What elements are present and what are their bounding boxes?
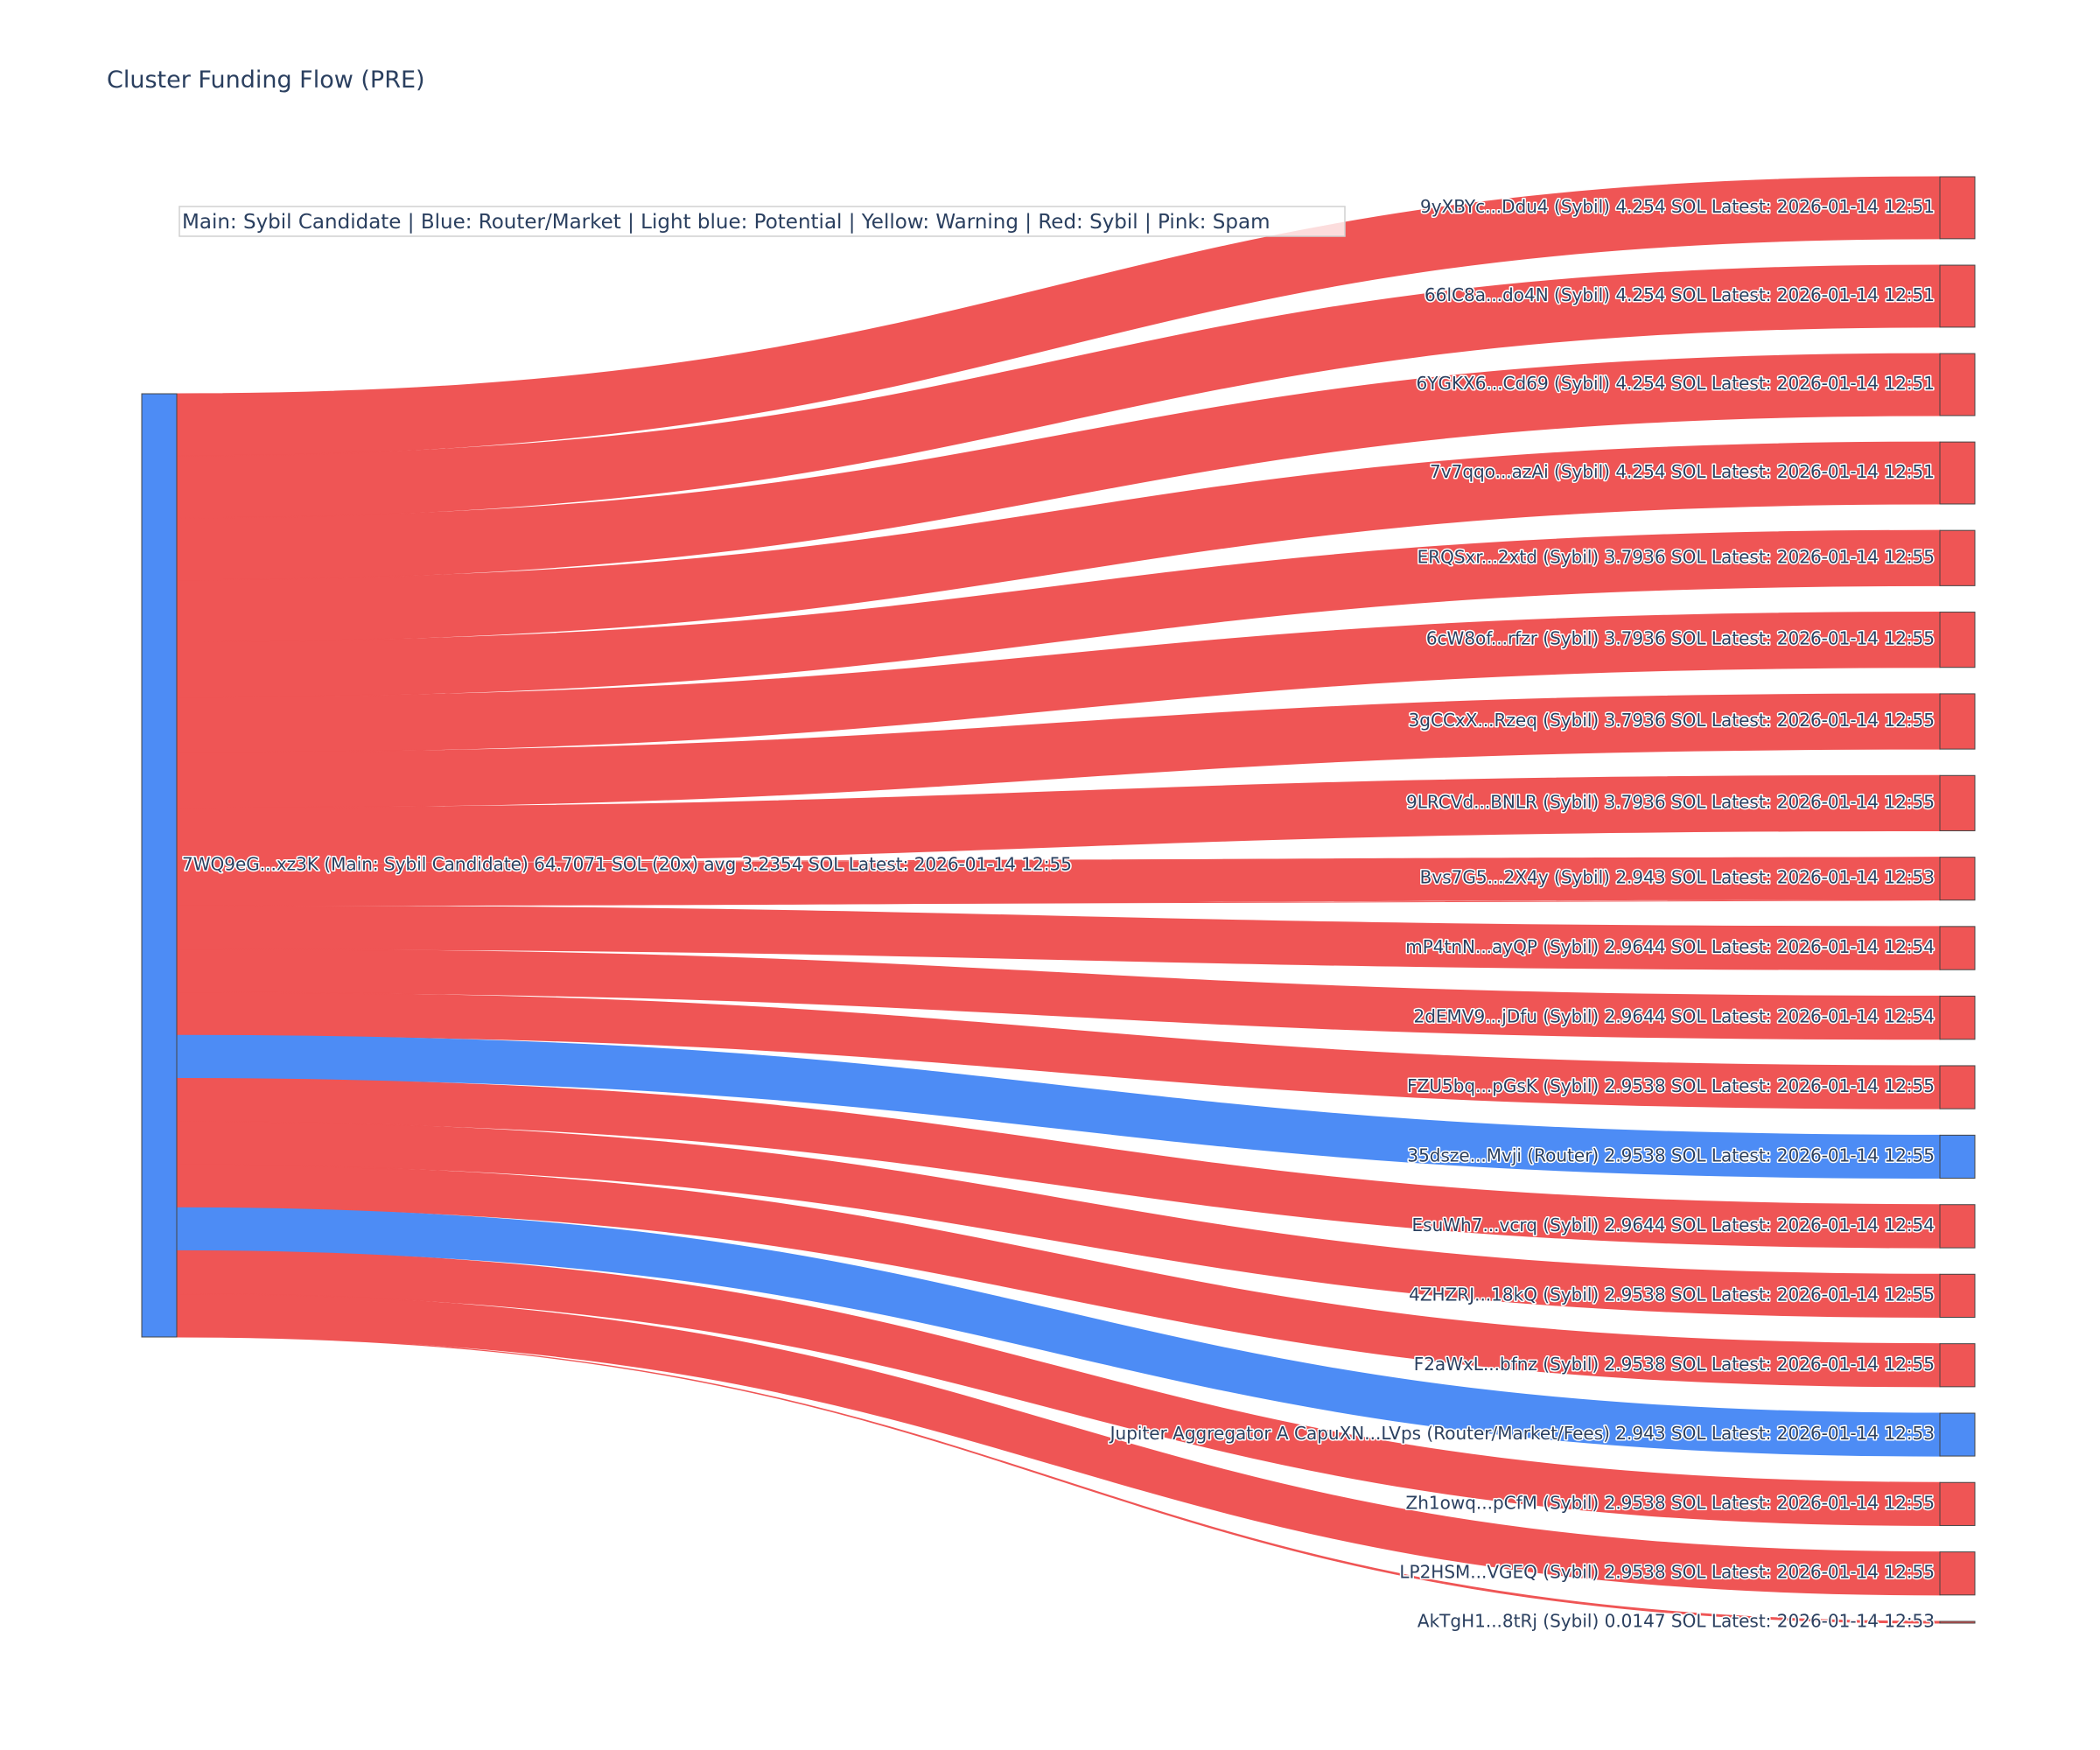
target-node-label: 7v7qqo...azAi (Sybil) 4.254 SOL Latest: …: [1430, 461, 1935, 482]
target-node[interactable]: [1939, 1620, 1976, 1624]
target-node-label: 9LRCVd...BNLR (Sybil) 3.7936 SOL Latest:…: [1406, 791, 1935, 812]
target-node-label: 3gCCxX...Rzeq (Sybil) 3.7936 SOL Latest:…: [1409, 710, 1935, 731]
target-node[interactable]: [1939, 995, 1976, 1040]
target-node[interactable]: [1939, 1551, 1976, 1596]
target-node-label: 6cW8of...rfzr (Sybil) 3.7936 SOL Latest:…: [1426, 628, 1935, 649]
target-node-label: 9yXBYc...Ddu4 (Sybil) 4.254 SOL Latest: …: [1420, 196, 1935, 217]
legend-box: Main: Sybil Candidate | Blue: Router/Mar…: [178, 206, 1346, 237]
target-node-label: 6YGKX6...Cd69 (Sybil) 4.254 SOL Latest: …: [1417, 373, 1936, 394]
target-node-label: Jupiter Aggregator A CapuXN...LVps (Rout…: [1109, 1423, 1935, 1444]
target-node-label: 4ZHZRJ...18kQ (Sybil) 2.9538 SOL Latest:…: [1409, 1284, 1935, 1305]
target-node[interactable]: [1939, 1134, 1976, 1180]
target-node-label: mP4tnN...ayQP (Sybil) 2.9644 SOL Latest:…: [1405, 936, 1935, 957]
target-node-label: LP2HSM...VGEQ (Sybil) 2.9538 SOL Latest:…: [1399, 1562, 1935, 1583]
flow-nodes: [141, 176, 1976, 1624]
target-node-label: AkTgH1...8tRj (Sybil) 0.0147 SOL Latest:…: [1418, 1611, 1935, 1632]
target-node[interactable]: [1939, 353, 1976, 416]
target-node[interactable]: [1939, 612, 1976, 668]
target-node[interactable]: [1939, 774, 1976, 831]
target-node[interactable]: [1939, 926, 1976, 970]
source-node[interactable]: [141, 393, 178, 1338]
target-node[interactable]: [1939, 176, 1976, 240]
target-node-label: FZU5bq...pGsK (Sybil) 2.9538 SOL Latest:…: [1407, 1075, 1935, 1096]
target-node-label: 35dsze...Mvji (Router) 2.9538 SOL Latest…: [1407, 1144, 1935, 1166]
flow-links: [176, 176, 1941, 1624]
target-node[interactable]: [1939, 529, 1976, 586]
target-node-label: EsuWh7...vcrq (Sybil) 2.9644 SOL Latest:…: [1412, 1214, 1935, 1236]
target-node-label: Zh1owq...pCfM (Sybil) 2.9538 SOL Latest:…: [1406, 1492, 1935, 1513]
target-node[interactable]: [1939, 1481, 1976, 1526]
target-node[interactable]: [1939, 1412, 1976, 1457]
target-node[interactable]: [1939, 441, 1976, 505]
source-node-label: 7WQ9eG...xz3K (Main: Sybil Candidate) 64…: [182, 854, 1072, 875]
node-labels: 7WQ9eG...xz3K (Main: Sybil Candidate) 64…: [181, 194, 1936, 1633]
target-node[interactable]: [1939, 1204, 1976, 1249]
target-node[interactable]: [1939, 857, 1976, 901]
target-node-label: Bvs7G5...2X4y (Sybil) 2.943 SOL Latest: …: [1420, 867, 1935, 888]
target-node[interactable]: [1939, 693, 1976, 750]
target-node[interactable]: [1939, 1273, 1976, 1318]
target-node[interactable]: [1939, 1343, 1976, 1388]
target-node-label: ERQSxr...2xtd (Sybil) 3.7936 SOL Latest:…: [1418, 546, 1935, 567]
target-node-label: 66lC8a...do4N (Sybil) 4.254 SOL Latest: …: [1424, 284, 1935, 305]
target-node[interactable]: [1939, 1065, 1976, 1110]
target-node-label: 2dEMV9...jDfu (Sybil) 2.9644 SOL Latest:…: [1413, 1006, 1935, 1027]
target-node-label: F2aWxL...bfnz (Sybil) 2.9538 SOL Latest:…: [1414, 1354, 1935, 1375]
target-node[interactable]: [1939, 264, 1976, 328]
chart-title: Cluster Funding Flow (PRE): [107, 66, 425, 94]
legend-text: Main: Sybil Candidate | Blue: Router/Mar…: [182, 211, 1270, 234]
legend-background: [178, 206, 1346, 237]
